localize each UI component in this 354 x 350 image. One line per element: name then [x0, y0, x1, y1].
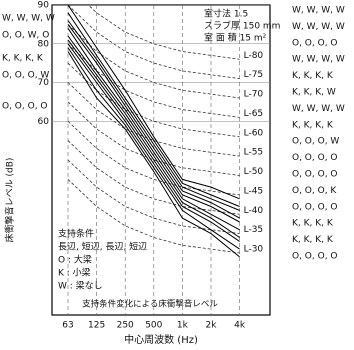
right-label: O, O, O, O [292, 170, 338, 180]
right-label: W, W, W, W [292, 104, 345, 114]
y-tick-label: 70 [38, 78, 50, 88]
series-line [67, 28, 240, 223]
reference-label: L-35 [244, 225, 264, 235]
reference-label: L-55 [244, 148, 264, 158]
y-tick-label: 80 [38, 39, 50, 49]
right-label: O, O, O, K [292, 186, 337, 196]
reference-label: L-45 [244, 186, 264, 196]
series-line [67, 47, 240, 250]
series-line [67, 20, 240, 211]
room-info: スラブ厚 150 mm [204, 20, 280, 32]
reference-label: L-80 [244, 51, 264, 61]
left-label: O, O, W, O [2, 31, 49, 41]
info-box [196, 8, 268, 46]
series-line [67, 39, 240, 238]
left-label: O, O, O, W [2, 71, 49, 81]
conditions: 支持条件 [58, 228, 94, 240]
plot-area [52, 5, 270, 315]
x-tick-label: 4k [234, 321, 246, 331]
x-tick-label: 63 [62, 321, 73, 331]
left-label: K, K, K, K [2, 54, 44, 64]
y-tick-label: 90 [38, 1, 50, 11]
x-axis-label: 中心周波数 (Hz) [124, 333, 198, 346]
right-label: O, O, O, O [292, 252, 338, 262]
room-info: 室 面 積 15 m² [204, 32, 267, 44]
reference-label: L-65 [244, 109, 264, 119]
right-label: W, W, W, W [292, 6, 345, 16]
x-tick-label: 250 [117, 321, 134, 331]
reference-label: L-75 [244, 70, 264, 80]
conditions: 長辺, 短辺, 長辺, 短辺 [58, 241, 147, 253]
series-line [67, 35, 240, 231]
right-label: O, O, O, O [292, 202, 338, 212]
reference-label: L-70 [244, 90, 264, 100]
x-tick-label: 500 [145, 321, 162, 331]
series-line [67, 24, 240, 219]
reference-label: L-40 [244, 206, 264, 216]
right-label: O, O, O, W [292, 137, 339, 147]
x-tick-label: 1k [177, 321, 189, 331]
right-label: K, K, K, K [292, 235, 334, 245]
room-info: 室寸法 1.5 [204, 8, 248, 20]
left-label: W, W, W, W [2, 14, 55, 24]
series-line [67, 5, 240, 200]
reference-label: L-60 [244, 128, 264, 138]
right-label: K, K, K, K [292, 120, 334, 130]
right-label: W, W, W, W [292, 55, 345, 65]
x-tick-label: 2k [206, 321, 218, 331]
caption: 支持条件変化による床衝撃音レベル [82, 299, 218, 310]
reference-label: L-50 [244, 167, 264, 177]
y-tick-label: 60 [38, 117, 50, 127]
series-line [67, 12, 240, 207]
conditions: O : 大梁 [58, 254, 92, 266]
reference-label: L-30 [244, 245, 264, 255]
right-label: O, O, O, O [292, 153, 338, 163]
series-line [67, 51, 240, 258]
conditions: K : 小梁 [58, 267, 91, 279]
conditions: W : 梁なし [58, 280, 103, 292]
left-label: O, O, O, O [2, 102, 48, 112]
x-tick-label: 125 [88, 321, 105, 331]
conditions-box [55, 226, 135, 294]
right-label: K, K, K, K [292, 71, 334, 81]
right-label: O, O, O, O [292, 38, 338, 48]
right-label: K, K, K, K [292, 219, 334, 229]
right-label: K, K, K, W [292, 88, 336, 98]
right-label: W, W, W, W [292, 22, 345, 32]
series-line [67, 43, 240, 242]
y-axis-label: 床衝撃音レベル (dB) [4, 158, 16, 243]
